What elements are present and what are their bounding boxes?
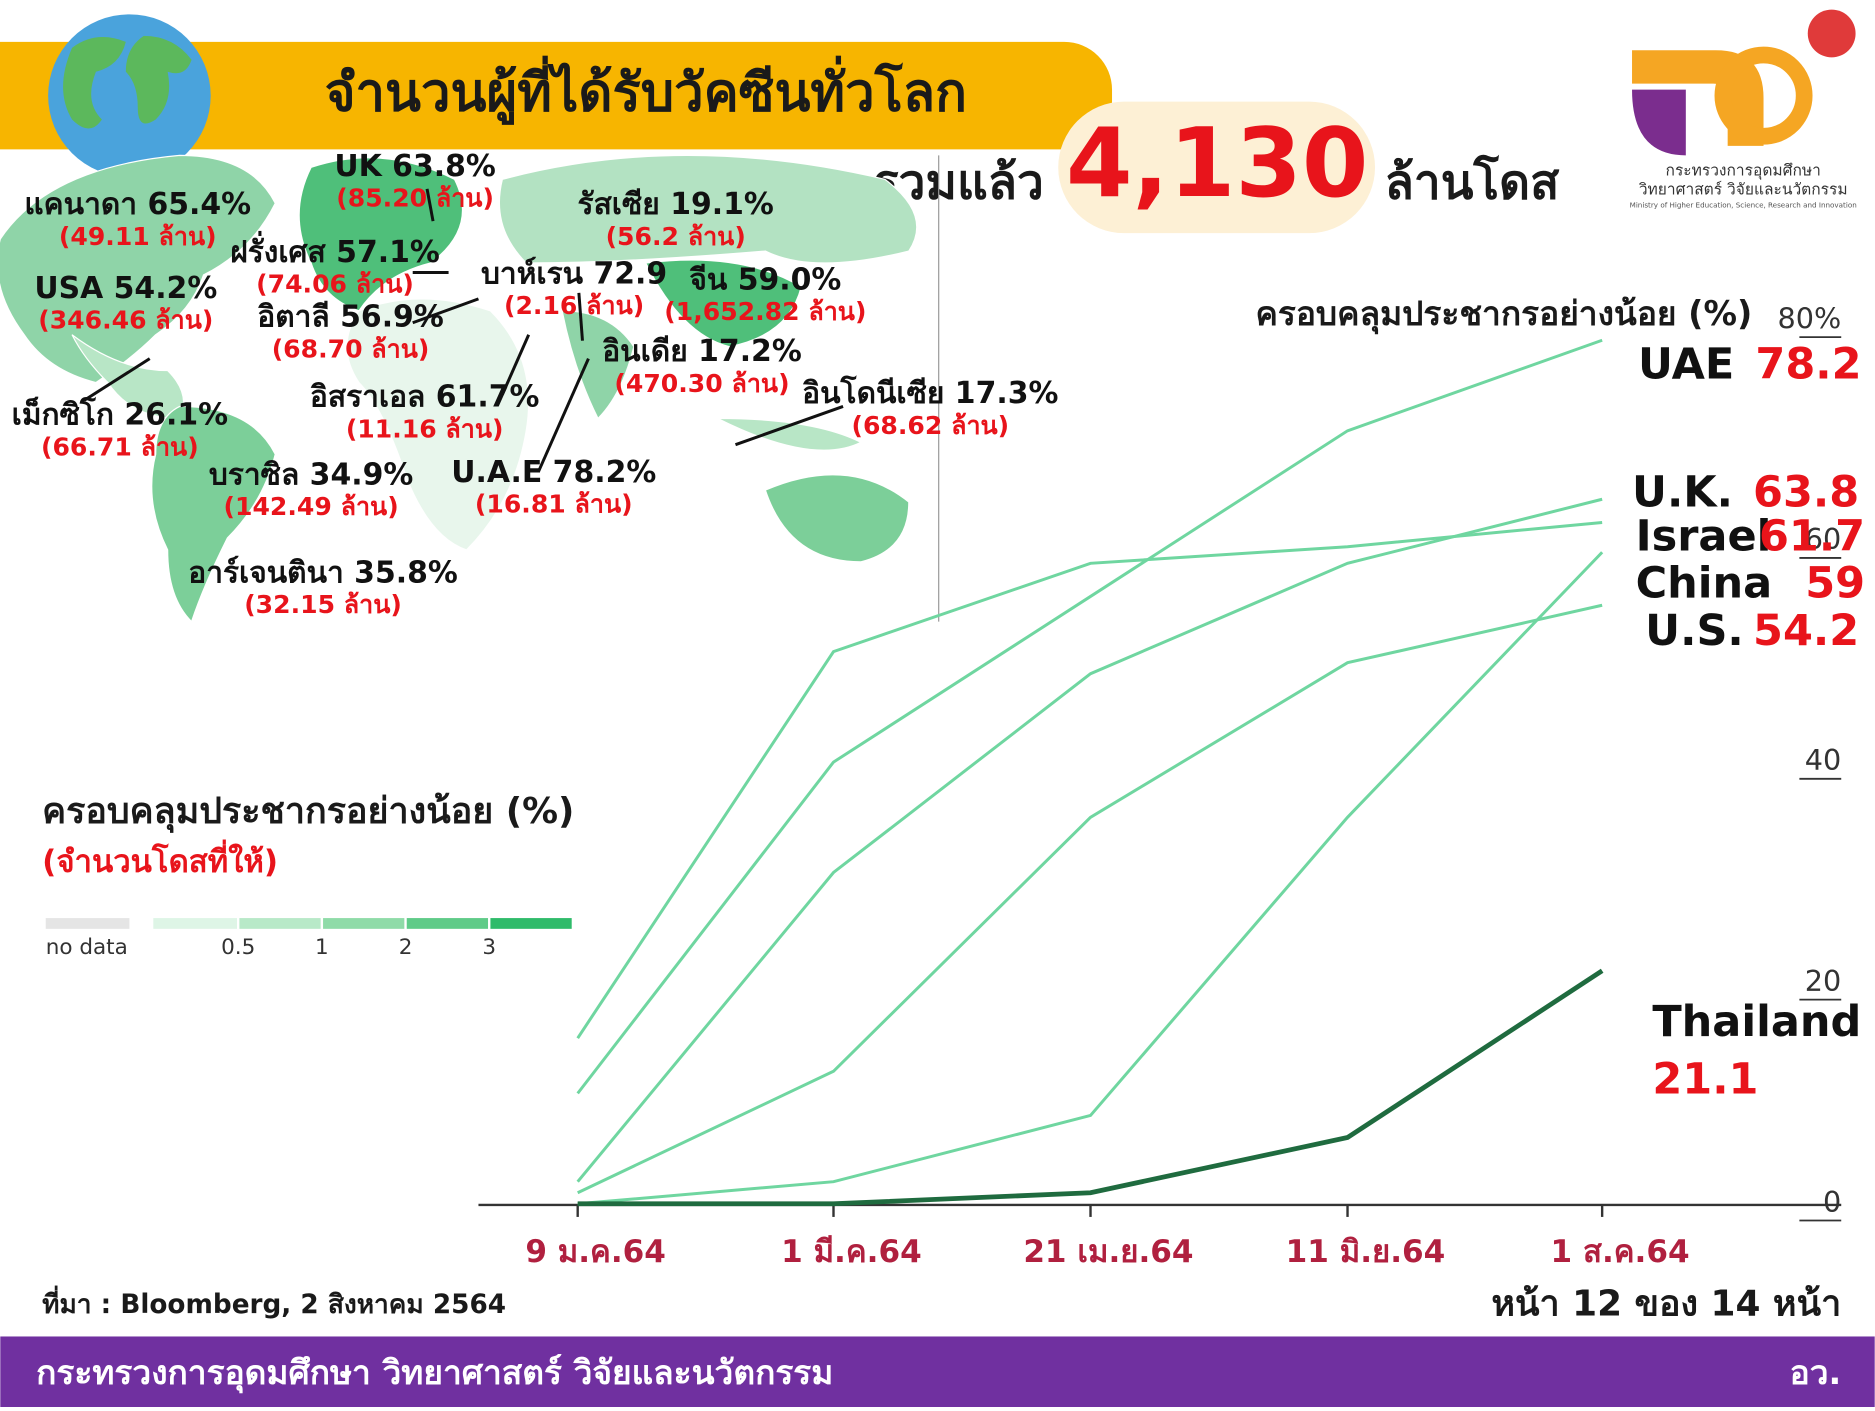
series-line bbox=[576, 338, 1603, 1095]
series-value: 61.7 bbox=[1759, 512, 1865, 562]
map-arrows bbox=[83, 188, 844, 473]
series-name: Thailand bbox=[1652, 997, 1861, 1047]
y-tick-label: 60 bbox=[1805, 522, 1841, 556]
legend-title: ครอบคลุมประชากรอย่างน้อย (%) bbox=[42, 791, 574, 833]
world-map bbox=[0, 154, 918, 623]
country-doses: (56.2 ล้าน) bbox=[606, 222, 746, 251]
country-label: อิสราเอล 61.7% bbox=[310, 380, 540, 415]
country-doses: (68.62 ล้าน) bbox=[851, 411, 1009, 440]
ministry-short: อว. bbox=[1790, 1353, 1842, 1392]
legend-label: 3 bbox=[482, 935, 496, 960]
series-line bbox=[577, 968, 1604, 1207]
country-label: อินโดนีเซีย 17.3% bbox=[802, 374, 1058, 411]
globe bbox=[48, 14, 211, 177]
footer-bar bbox=[0, 1336, 1875, 1407]
country-doses: (346.46 ล้าน) bbox=[38, 306, 213, 335]
total-suffix: ล้านโดส bbox=[1385, 153, 1561, 210]
title: จำนวนผู้ที่ได้รับวัคซีนทั่วโลก bbox=[325, 55, 967, 125]
logo-text: กระทรวงการอุดมศึกษา bbox=[1666, 161, 1821, 180]
country-doses: (11.16 ล้าน) bbox=[346, 414, 504, 443]
series-value: 59 bbox=[1805, 558, 1865, 608]
country-doses: (85.20 ล้าน) bbox=[336, 184, 494, 213]
country-doses: (2.16 ล้าน) bbox=[504, 291, 644, 320]
logo-text: วิทยาศาสตร์ วิจัยและนวัตกรรม bbox=[1639, 181, 1848, 199]
y-tick-label: 20 bbox=[1805, 964, 1841, 998]
map-labels: แคนาดา 65.4%(49.11 ล้าน) UK 63.8%(85.20 ล… bbox=[12, 149, 1059, 619]
country-label: รัสเซีย 19.1% bbox=[578, 187, 774, 222]
ministry: กระทรวงการอุดมศึกษา วิทยาศาสตร์ วิจัยและ… bbox=[36, 1353, 833, 1394]
country-doses: (74.06 ล้าน) bbox=[256, 270, 414, 299]
chart: 0 20 40 60 80% 9 ม.ค.64 1 มี.ค.64 21 เม.ย.64 11 … bbox=[525, 301, 1865, 1269]
country-label: จีน 59.0% bbox=[689, 262, 841, 297]
series-value: 63.8 bbox=[1753, 467, 1859, 517]
country-label: UK 63.8% bbox=[334, 149, 495, 184]
logo: กระทรวงการอุดมศึกษา วิทยาศาสตร์ วิจัยและ… bbox=[1630, 9, 1857, 210]
country-doses: (68.70 ล้าน) bbox=[272, 334, 430, 363]
x-tick-label: 9 ม.ค.64 bbox=[525, 1234, 666, 1270]
series-value: 78.2 bbox=[1755, 339, 1861, 389]
legend-swatch bbox=[406, 918, 489, 929]
country-label: อาร์เจนตินา 35.8% bbox=[188, 555, 458, 590]
legend-swatch bbox=[323, 918, 405, 929]
legend-subtitle: (จำนวนโดสที่ให้) bbox=[42, 839, 278, 880]
x-tick-label: 21 เม.ย.64 bbox=[1023, 1234, 1193, 1270]
legend-label: 1 bbox=[315, 935, 329, 960]
country-doses: (49.11 ล้าน) bbox=[59, 222, 217, 251]
legend-ticks: 0.5 1 2 3 bbox=[221, 935, 496, 960]
y-tick-label: 40 bbox=[1805, 743, 1841, 777]
source: ที่มา : Bloomberg, 2 สิงหาคม 2564 bbox=[42, 1285, 506, 1320]
title-bar bbox=[0, 41, 1113, 150]
page-number: หน้า 12 ของ 14 หน้า bbox=[1491, 1283, 1841, 1324]
country-label: ฝรั่งเศส 57.1% bbox=[230, 230, 440, 270]
legend-label: 0.5 bbox=[221, 935, 255, 960]
legend-swatch bbox=[239, 918, 321, 929]
country-label: บาห์เรน 72.9 bbox=[481, 256, 667, 291]
total-pill bbox=[1058, 101, 1376, 234]
y-tick-label: 80% bbox=[1777, 301, 1841, 335]
x-tick-label: 1 มี.ค.64 bbox=[781, 1234, 922, 1270]
country-label: อินเดีย 17.2% bbox=[602, 334, 802, 369]
x-tick-label: 1 ส.ค.64 bbox=[1551, 1234, 1690, 1270]
country-label: อิตาลี 56.9% bbox=[257, 299, 444, 334]
legend-label: no data bbox=[46, 935, 128, 960]
series-line bbox=[576, 520, 1603, 1039]
chart-title: ครอบคลุมประชากรอย่างน้อย (%) bbox=[1255, 294, 1752, 335]
logo-text: Ministry of Higher Education, Science, R… bbox=[1630, 201, 1857, 210]
country-label: บราซิล 34.9% bbox=[209, 457, 413, 492]
country-doses: (32.15 ล้าน) bbox=[244, 590, 402, 619]
country-doses: (1,652.82 ล้าน) bbox=[664, 297, 866, 326]
series-name: U.K. bbox=[1632, 467, 1733, 517]
country-doses: (16.81 ล้าน) bbox=[475, 490, 633, 519]
legend-label: 2 bbox=[399, 935, 413, 960]
series-line bbox=[576, 497, 1603, 1183]
series-name: UAE bbox=[1638, 339, 1734, 389]
country-label: เม็กซิโก 26.1% bbox=[12, 396, 228, 433]
country-label: แคนาดา 65.4% bbox=[24, 187, 251, 222]
series-line bbox=[577, 603, 1603, 1195]
series-name: U.S. bbox=[1645, 606, 1744, 656]
country-doses: (66.71 ล้าน) bbox=[41, 432, 199, 461]
country-label: U.A.E 78.2% bbox=[451, 455, 656, 490]
country-doses: (470.30 ล้าน) bbox=[614, 369, 789, 398]
y-tick-label: 0 bbox=[1823, 1185, 1841, 1219]
series-value: 54.2 bbox=[1753, 606, 1859, 656]
country-label: USA 54.2% bbox=[34, 271, 217, 306]
series-value: 21.1 bbox=[1652, 1054, 1758, 1104]
country-doses: (142.49 ล้าน) bbox=[224, 492, 399, 521]
legend-swatch bbox=[153, 918, 237, 929]
series-name: Israel bbox=[1636, 512, 1772, 562]
x-tick-label: 11 มิ.ย.64 bbox=[1286, 1234, 1446, 1270]
legend-swatch bbox=[490, 918, 572, 929]
series-name: China bbox=[1636, 558, 1773, 608]
legend-swatch bbox=[45, 918, 130, 929]
total-value: 4,130 bbox=[1066, 107, 1368, 219]
series-line bbox=[577, 551, 1604, 1206]
